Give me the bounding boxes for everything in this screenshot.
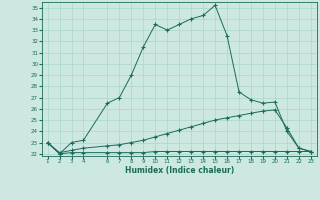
- X-axis label: Humidex (Indice chaleur): Humidex (Indice chaleur): [124, 166, 234, 175]
